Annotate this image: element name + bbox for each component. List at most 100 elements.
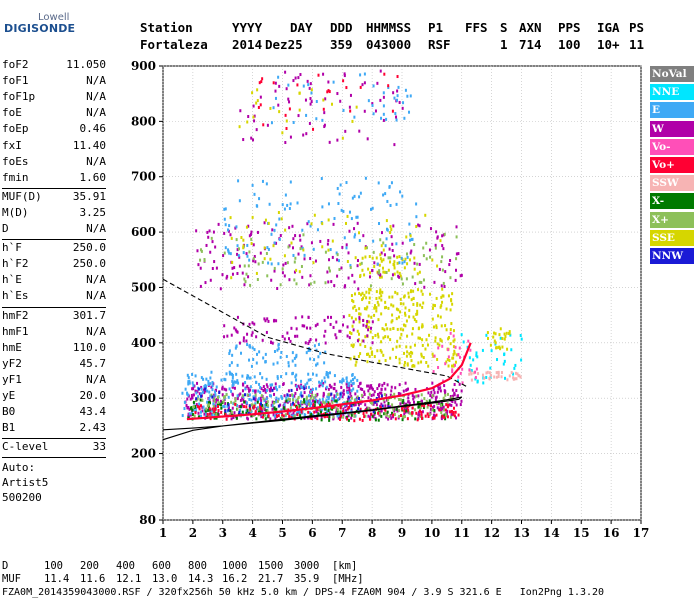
- echo-point: [432, 325, 435, 329]
- echo-point: [370, 394, 373, 398]
- echo-point: [335, 411, 338, 415]
- echo-point: [292, 120, 295, 124]
- echo-point: [466, 345, 469, 349]
- echo-point: [369, 346, 372, 350]
- param-ye: yE 20.0: [2, 389, 106, 405]
- echo-point: [345, 377, 348, 381]
- echo-point: [261, 260, 264, 264]
- echo-point: [453, 351, 456, 355]
- echo-point: [242, 246, 245, 250]
- echo-point: [499, 336, 502, 340]
- echo-point: [405, 354, 408, 358]
- x-tick-label: 13: [513, 526, 530, 540]
- echo-point: [402, 389, 405, 393]
- echo-point: [227, 248, 230, 252]
- echo-point: [273, 392, 276, 396]
- y-tick-label: 900: [131, 59, 156, 73]
- echo-point: [380, 251, 383, 255]
- echo-point: [249, 407, 252, 411]
- echo-point: [350, 217, 353, 221]
- echo-point: [403, 412, 406, 416]
- echo-point: [252, 138, 255, 142]
- echo-point: [443, 416, 446, 420]
- echo-point: [364, 403, 367, 407]
- echo-point: [204, 389, 207, 393]
- echo-point: [457, 252, 460, 256]
- echo-point: [435, 296, 438, 300]
- echo-point: [215, 412, 218, 416]
- echo-point: [278, 385, 281, 389]
- echo-point: [239, 398, 242, 402]
- echo-point: [270, 121, 273, 125]
- echo-point: [266, 403, 269, 407]
- echo-point: [489, 343, 492, 347]
- echo-point: [313, 410, 316, 414]
- echo-point: [225, 388, 228, 392]
- echo-point: [196, 404, 199, 408]
- echo-point: [297, 395, 300, 399]
- echo-point: [315, 363, 318, 367]
- echo-point: [240, 351, 243, 355]
- echo-point: [411, 237, 414, 241]
- echo-point: [201, 390, 204, 394]
- echo-point: [390, 416, 393, 420]
- echo-point: [287, 361, 290, 365]
- echo-point: [307, 83, 310, 87]
- echo-point: [446, 415, 449, 419]
- echo-point: [291, 246, 294, 250]
- echo-point: [314, 259, 317, 263]
- echo-point: [244, 387, 247, 391]
- echo-point: [420, 393, 423, 397]
- echo-point: [200, 387, 203, 391]
- echo-point: [331, 255, 334, 259]
- echo-point: [330, 406, 333, 410]
- echo-point: [357, 355, 360, 359]
- echo-point: [246, 120, 249, 124]
- echo-point: [253, 322, 256, 326]
- echo-point: [309, 390, 312, 394]
- echo-point: [190, 411, 193, 415]
- echo-point: [272, 81, 275, 85]
- echo-point: [349, 109, 352, 113]
- echo-point: [258, 350, 261, 354]
- echo-point: [275, 407, 278, 411]
- echo-point: [441, 287, 444, 291]
- echo-point: [352, 381, 355, 385]
- echo-point: [441, 294, 444, 298]
- echo-point: [343, 72, 346, 76]
- echo-point: [215, 266, 218, 270]
- echo-point: [288, 107, 291, 111]
- echo-point: [219, 287, 222, 291]
- divider: [2, 239, 106, 241]
- echo-point: [515, 371, 518, 375]
- echo-point: [311, 413, 314, 417]
- echo-point: [225, 372, 228, 376]
- echo-point: [385, 237, 388, 241]
- echo-point: [408, 401, 411, 405]
- echo-point: [362, 339, 365, 343]
- echo-point: [264, 319, 267, 323]
- echo-point: [432, 354, 435, 358]
- echo-point: [267, 221, 270, 225]
- param-value: 35.91: [72, 189, 106, 203]
- echo-point: [309, 416, 312, 420]
- echo-point: [295, 327, 298, 331]
- echo-point: [344, 405, 347, 409]
- echo-point: [303, 400, 306, 404]
- echo-point: [353, 376, 356, 380]
- param-fxi: fxI 11.40: [2, 139, 106, 155]
- echo-point: [220, 378, 223, 382]
- echo-point: [236, 379, 239, 383]
- footer-muf-8: 35.9: [294, 573, 320, 585]
- echo-point: [304, 341, 307, 345]
- echo-point: [383, 381, 386, 385]
- echo-point: [410, 298, 413, 302]
- echo-point: [264, 352, 267, 356]
- echo-point: [181, 391, 184, 395]
- echo-point: [376, 300, 379, 304]
- echo-point: [359, 191, 362, 195]
- echo-point: [319, 403, 322, 407]
- echo-point: [238, 199, 241, 203]
- echo-point: [327, 248, 330, 252]
- echo-point: [389, 231, 392, 235]
